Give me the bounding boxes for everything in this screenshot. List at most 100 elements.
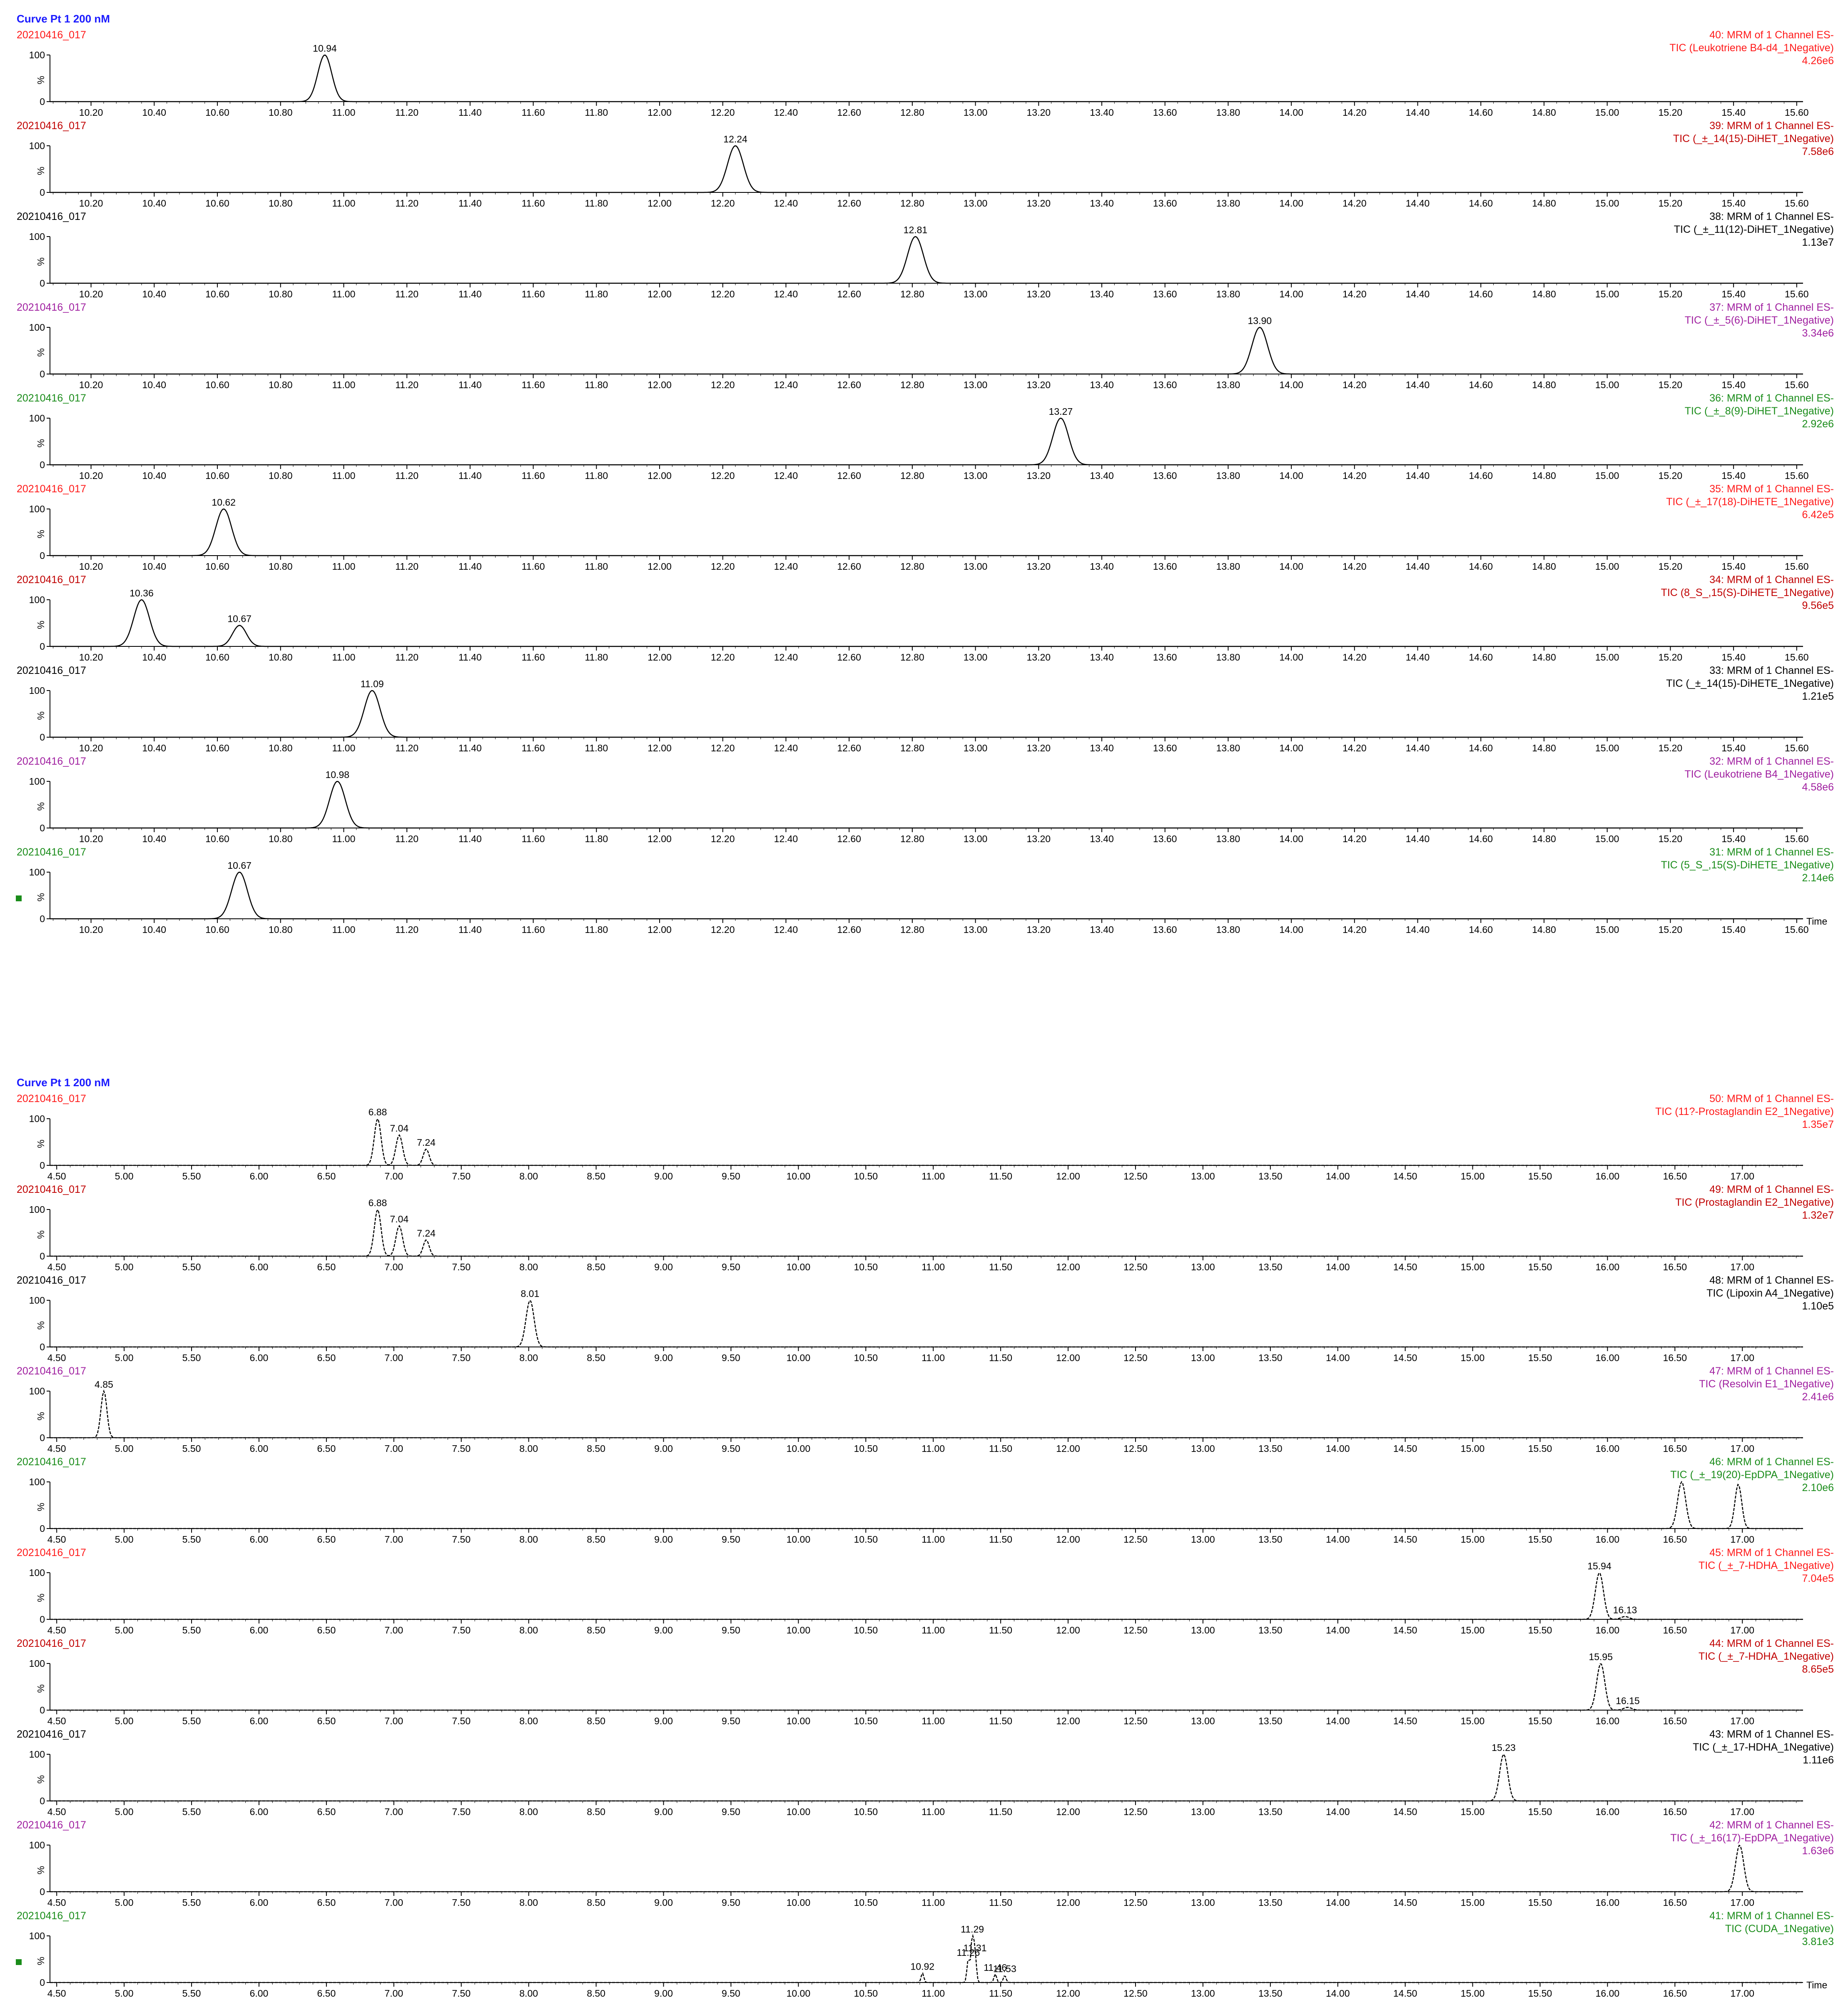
g2-p6-y-label-0: 0 — [40, 1614, 45, 1625]
g1-p2-x-tick-label-13.60: 13.60 — [1153, 198, 1177, 209]
g2-p8-x-tick-label-11.00: 11.00 — [922, 1806, 945, 1817]
g2-p7-x-tick-label-4.50: 4.50 — [47, 1716, 66, 1726]
g1-p10-x-tick-label-10.20: 10.20 — [79, 924, 103, 935]
g1-p6-x-tick-label-15.60: 15.60 — [1785, 561, 1809, 572]
g2-p2-x-tick-label-7.00: 7.00 — [384, 1262, 403, 1272]
g1-p2-x-tick-label-12.60: 12.60 — [837, 198, 861, 209]
g2-p6-x-tick-label-14.00: 14.00 — [1326, 1625, 1350, 1636]
g1-p1-x-tick-label-13.20: 13.20 — [1027, 107, 1051, 118]
g1-p8-x-tick-label-12.60: 12.60 — [837, 743, 861, 753]
g2-p10-x-tick-label-16.50: 16.50 — [1663, 1988, 1687, 1999]
g2-p2-x-tick-label-5.50: 5.50 — [182, 1262, 201, 1272]
g1-p6-x-tick-label-11.20: 11.20 — [395, 561, 418, 572]
g2-p9-y-label-100: 100 — [29, 1840, 45, 1850]
g1-p8-x-tick-label-10.40: 10.40 — [142, 743, 167, 753]
g1-p1-x-tick-label-10.80: 10.80 — [269, 107, 293, 118]
g1-p1-x-tick-label-15.20: 15.20 — [1659, 107, 1683, 118]
g2-p9-trace — [50, 1845, 1803, 1893]
g1-p1-x-tick-label-10.40: 10.40 — [142, 107, 167, 118]
g1-p6-x-tick-label-14.20: 14.20 — [1342, 561, 1367, 572]
g1-p10-info-line-3: 2.14e6 — [1802, 872, 1834, 884]
g2-p6-y-label-100: 100 — [29, 1567, 45, 1578]
g1-p1-sample-label: 20210416_017 — [17, 29, 86, 41]
g2-p6-x-tick-label-11.00: 11.00 — [922, 1625, 945, 1636]
g1-p4-x-tick-label-11.80: 11.80 — [585, 379, 608, 390]
g1-p5-x-tick-label-15.60: 15.60 — [1785, 470, 1809, 481]
g1-p6-x-tick-label-12.40: 12.40 — [774, 561, 798, 572]
g1-p8-x-tick-label-13.00: 13.00 — [964, 743, 988, 753]
g2-p8-x-tick-label-4.50: 4.50 — [47, 1806, 66, 1817]
g1-p1-x-tick-label-11.80: 11.80 — [585, 107, 608, 118]
g1-p9-x-tick-label-10.80: 10.80 — [269, 833, 293, 844]
g1-p1-x-tick-label-15.40: 15.40 — [1721, 107, 1746, 118]
g2-p4-x-tick-label-5.00: 5.00 — [115, 1443, 134, 1454]
g2-p10-x-tick-label-7.50: 7.50 — [452, 1988, 471, 1999]
g2-p6-x-tick-label-8.00: 8.00 — [519, 1625, 538, 1636]
g1-p8-x-tick-label-15.20: 15.20 — [1659, 743, 1683, 753]
g2-p7-peak-label-1: 15.95 — [1589, 1651, 1613, 1662]
g2-p6-x-tick-label-9.50: 9.50 — [722, 1625, 740, 1636]
g2-p10-x-tick-label-12.00: 12.00 — [1056, 1988, 1080, 1999]
g1-p6-sample-label: 20210416_017 — [17, 483, 86, 495]
g2-p4-x-tick-label-16.00: 16.00 — [1596, 1443, 1620, 1454]
g2-p3-x-tick-label-9.50: 9.50 — [722, 1352, 740, 1363]
g2-p3-y-label-0: 0 — [40, 1342, 45, 1352]
g2-p3-x-tick-label-16.50: 16.50 — [1663, 1352, 1687, 1363]
g1-p7-info-line-1: 34: MRM of 1 Channel ES- — [1709, 574, 1834, 586]
g2-p4-x-tick-label-12.50: 12.50 — [1123, 1443, 1148, 1454]
g1-p9-x-tick-label-15.60: 15.60 — [1785, 833, 1809, 844]
g1-p8-x-tick-label-11.00: 11.00 — [332, 743, 356, 753]
g2-p3-x-tick-label-5.50: 5.50 — [182, 1352, 201, 1363]
g2-p2-peak-label-1: 6.88 — [369, 1197, 387, 1208]
g1-p10-x-tick-label-12.60: 12.60 — [837, 924, 861, 935]
g2-p2-info-line-1: 49: MRM of 1 Channel ES- — [1709, 1184, 1834, 1195]
g2-p10-y-label-100: 100 — [29, 1930, 45, 1941]
g1-p6-x-tick-label-14.80: 14.80 — [1532, 561, 1556, 572]
g1-p7-x-tick-label-10.60: 10.60 — [205, 652, 229, 663]
g2-p10-x-tick-label-6.50: 6.50 — [317, 1988, 336, 1999]
g2-p3-x-tick-label-13.50: 13.50 — [1258, 1352, 1283, 1363]
g1-p2-x-tick-label-11.60: 11.60 — [522, 198, 545, 209]
g2-p4-x-tick-label-15.50: 15.50 — [1528, 1443, 1552, 1454]
g2-p6-x-tick-label-5.00: 5.00 — [115, 1625, 134, 1636]
g2-p9-x-tick-label-11.50: 11.50 — [989, 1897, 1012, 1908]
g1-p3-x-tick-label-15.60: 15.60 — [1785, 289, 1809, 299]
g1-p8-x-tick-label-13.60: 13.60 — [1153, 743, 1177, 753]
g2-p8-x-tick-label-14.50: 14.50 — [1393, 1806, 1417, 1817]
g1-p6-trace — [50, 508, 1803, 556]
g2-p9-x-tick-label-12.50: 12.50 — [1123, 1897, 1148, 1908]
g1-p1-info-line-2: TIC (Leukotriene B4-d4_1Negative) — [1669, 42, 1834, 54]
g1-p2-trace — [50, 145, 1803, 193]
g2-p1-x-tick-label-14.50: 14.50 — [1393, 1171, 1417, 1182]
g2-p10-x-tick-label-8.00: 8.00 — [519, 1988, 538, 1999]
g2-p6-y-label-pct: % — [35, 1594, 46, 1602]
g2-p5-x-tick-label-10.50: 10.50 — [854, 1534, 878, 1545]
g1-p10-x-tick-label-14.40: 14.40 — [1406, 924, 1430, 935]
g1-p8-x-tick-label-10.60: 10.60 — [205, 743, 229, 753]
g1-p7-y-label-100: 100 — [29, 594, 45, 605]
g2-p2-info-line-3: 1.32e7 — [1802, 1209, 1834, 1221]
g1-p4-x-tick-label-13.20: 13.20 — [1027, 379, 1051, 390]
g2-p1-x-tick-label-13.00: 13.00 — [1191, 1171, 1215, 1182]
g1-p4-x-tick-label-15.00: 15.00 — [1595, 379, 1619, 390]
g2-p4-x-tick-label-12.00: 12.00 — [1056, 1443, 1080, 1454]
g1-p5-info-line-1: 36: MRM of 1 Channel ES- — [1709, 392, 1834, 404]
g2-p10-peak-label-2: 11.26 — [956, 1947, 980, 1958]
g1-p2-x-tick-label-10.60: 10.60 — [205, 198, 229, 209]
g1-p8-x-tick-label-14.80: 14.80 — [1532, 743, 1556, 753]
g1-p7-peak-label-1: 10.36 — [130, 588, 154, 599]
g2-p6-info-line-3: 7.04e5 — [1802, 1573, 1834, 1584]
g1-p8-x-tick-label-15.60: 15.60 — [1785, 743, 1809, 753]
g2-p4-x-tick-label-16.50: 16.50 — [1663, 1443, 1687, 1454]
g2-p9-x-tick-label-17.00: 17.00 — [1730, 1897, 1754, 1908]
g2-p10-x-tick-label-15.50: 15.50 — [1528, 1988, 1552, 1999]
g2-p4-x-tick-label-9.50: 9.50 — [722, 1443, 740, 1454]
g2-p3-x-tick-label-14.50: 14.50 — [1393, 1352, 1417, 1363]
g2-p5-x-tick-label-5.00: 5.00 — [115, 1534, 134, 1545]
g1-p5-x-tick-label-10.20: 10.20 — [79, 470, 103, 481]
g2-p10-x-tick-label-11.50: 11.50 — [989, 1988, 1012, 1999]
g1-p3-x-tick-label-11.80: 11.80 — [585, 289, 608, 299]
g1-p5-x-tick-label-10.60: 10.60 — [205, 470, 229, 481]
g2-p6-sample-label: 20210416_017 — [17, 1547, 86, 1559]
